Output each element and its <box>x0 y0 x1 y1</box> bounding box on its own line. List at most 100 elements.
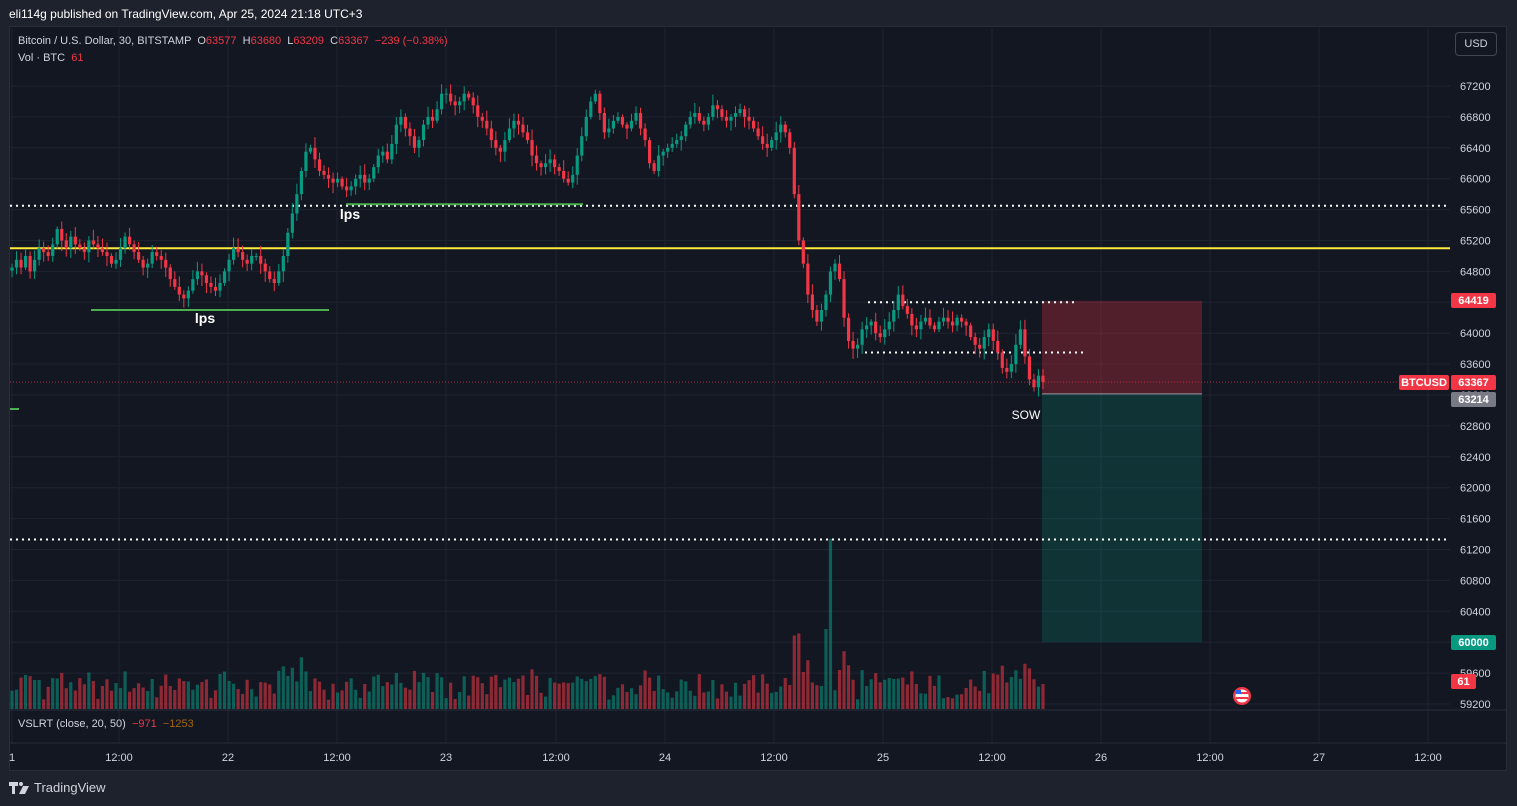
volume-bar <box>611 695 616 709</box>
volume-bar <box>28 676 32 709</box>
volume-bar <box>498 687 502 709</box>
volume-bar <box>756 692 760 709</box>
candle-body <box>553 159 557 168</box>
candle-body <box>584 116 588 137</box>
volume-bar <box>476 677 480 709</box>
volume-bar <box>326 699 331 709</box>
volume-bar <box>64 688 68 709</box>
candle-body <box>729 116 733 121</box>
candle-body <box>620 116 625 125</box>
volume-bar <box>1005 682 1009 709</box>
volume-bar <box>439 677 444 709</box>
candle-body <box>335 178 340 183</box>
candle-body <box>874 321 878 334</box>
x-tick-label: 22 <box>222 752 234 764</box>
stop-loss-zone <box>1042 300 1202 394</box>
candle-body <box>534 155 539 164</box>
volume-bar <box>254 696 258 709</box>
candle-body <box>137 252 141 260</box>
candle-body <box>828 271 833 295</box>
candle-body <box>118 248 123 260</box>
volume-bar <box>810 682 814 709</box>
volume-bar <box>883 679 887 709</box>
candle-body <box>1009 364 1013 372</box>
y-tick-label: 61200 <box>1460 545 1491 557</box>
x-tick-label: 12:00 <box>760 752 788 764</box>
candle-body <box>182 294 186 299</box>
volume-bar <box>733 682 738 709</box>
volume-bar <box>204 679 209 709</box>
candle-body <box>589 101 593 117</box>
candle-body <box>376 155 380 168</box>
candle-body <box>96 244 100 249</box>
volume-bar <box>118 688 123 709</box>
volume-bar <box>123 671 127 709</box>
volume-bar <box>231 683 236 709</box>
footer-brand[interactable]: TradingView <box>9 780 106 795</box>
chart-frame[interactable] <box>9 26 1507 771</box>
candle-body <box>878 333 882 338</box>
candle-body <box>941 317 946 322</box>
volume-bar <box>539 692 543 709</box>
candle-body <box>426 116 430 125</box>
volume-bar <box>19 677 23 709</box>
volume-bar <box>218 673 222 709</box>
candle-body <box>1036 375 1041 388</box>
currency-button[interactable]: USD <box>1455 32 1497 56</box>
volume-bar <box>358 697 362 709</box>
candle-body <box>100 248 105 253</box>
candle-body <box>883 329 887 338</box>
candle-body <box>783 124 787 133</box>
candle-body <box>87 240 91 253</box>
candle-body <box>643 128 647 141</box>
entry-price-tag: 63214 <box>1451 392 1496 407</box>
volume-bar <box>236 689 240 709</box>
volume-bar <box>684 681 688 709</box>
candle-body <box>290 213 294 233</box>
target-price-tag: 60000 <box>1451 635 1496 650</box>
candle-body <box>543 163 548 168</box>
candle-body <box>598 93 602 114</box>
volume-bar <box>91 681 95 709</box>
candle-body <box>168 267 172 280</box>
candle-body <box>914 325 918 330</box>
take-profit-zone <box>1042 393 1202 643</box>
volume-bar <box>742 683 747 709</box>
candle-body <box>241 252 245 260</box>
candle-body <box>684 124 688 137</box>
indicator-value-2: −1253 <box>162 718 194 730</box>
y-tick-label: 62400 <box>1460 452 1491 464</box>
candle-body <box>408 128 412 137</box>
volume-bar <box>1036 686 1041 709</box>
volume-bar <box>159 685 163 709</box>
volume-bar <box>430 691 435 709</box>
volume-bar <box>263 682 267 709</box>
x-tick-label: 12:00 <box>323 752 351 764</box>
candle-body <box>385 151 389 160</box>
candle-body <box>109 255 114 264</box>
candle-body <box>322 170 326 175</box>
volume-bar <box>173 689 177 709</box>
candle-body <box>421 124 426 141</box>
volume-bar <box>905 684 909 709</box>
volume-bar <box>571 682 575 709</box>
volume-bar <box>960 694 964 709</box>
volume-bar <box>372 676 376 709</box>
volume-bar <box>96 698 100 709</box>
volume-bar <box>679 679 683 709</box>
volume-bar <box>996 674 1000 709</box>
candle-body <box>919 321 923 330</box>
volume-bar <box>765 683 769 709</box>
volume-bar <box>978 690 982 709</box>
volume-bar <box>643 670 647 709</box>
candle-body <box>833 263 837 272</box>
volume-bar <box>10 690 14 709</box>
candle-body <box>498 147 502 152</box>
volume-bar <box>308 691 313 709</box>
volume-bar <box>530 669 534 709</box>
volume-bar <box>23 674 28 709</box>
volume-bar <box>914 684 918 709</box>
sow-label: SOW <box>1012 408 1041 422</box>
volume-bar <box>534 675 539 709</box>
